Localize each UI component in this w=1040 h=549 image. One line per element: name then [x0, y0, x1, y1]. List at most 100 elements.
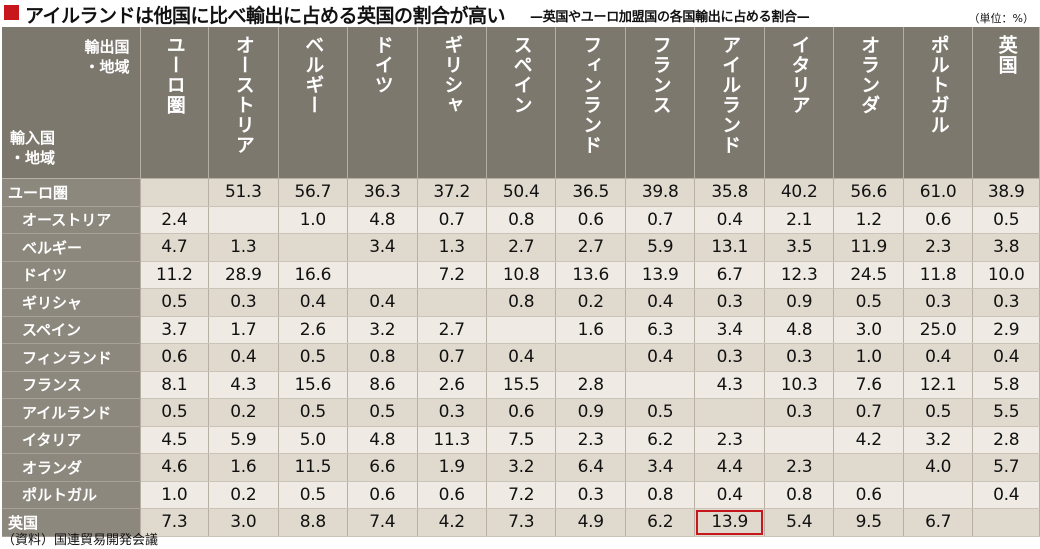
highlighted-cell: 13.9	[694, 508, 765, 537]
table-cell: 3.4	[694, 316, 765, 344]
table-cell: 0.3	[903, 288, 974, 317]
table-row: スペイン 3.7 1.7 2.6 3.2 2.7 1.6 6.3 3.4 4.8 3.0 25.0 2.…	[2, 316, 1040, 344]
table-cell: 5.9	[625, 233, 696, 262]
row-header: イタリア	[2, 426, 141, 454]
table-cell: 56.7	[278, 178, 349, 207]
table-cell: 10.3	[764, 371, 835, 399]
table-cell: 15.6	[278, 371, 349, 399]
table-row: ベルギー 4.7 1.3 3.4 1.3 2.7 2.7 5.9 13.1 3.5 11.9 2.3 3…	[2, 233, 1040, 262]
column-header: ユーロ圏	[140, 27, 210, 179]
table-cell: 0.5	[903, 398, 974, 427]
table-cell: 1.7	[208, 316, 279, 344]
table-cell: 0.7	[625, 206, 696, 234]
row-header: スペイン	[2, 316, 141, 344]
table-cell: 13.1	[694, 233, 765, 262]
table-cell: 51.3	[208, 178, 279, 207]
table-cell: 5.9	[208, 426, 279, 454]
exporter-label-line2: ・地域	[84, 58, 130, 76]
table-cell: 0.8	[625, 481, 696, 509]
table-cell: 1.6	[555, 316, 626, 344]
column-header: フィンランド	[555, 27, 626, 179]
table-cell: 0.4	[903, 343, 974, 372]
table-header-row: 輸出国 ・地域 輸入国 ・地域 ユーロ圏 オーストリア ベルギー ドイツ ギリシャ スペイ…	[2, 27, 1040, 179]
table-cell: 6.3	[625, 316, 696, 344]
table-row: アイルランド 0.5 0.2 0.5 0.5 0.3 0.6 0.9 0.5 0.3 0.7 0.5 5…	[2, 398, 1040, 427]
table-cell: 0.6	[347, 481, 418, 509]
table-cell: 3.2	[903, 426, 974, 454]
table-cell	[694, 398, 765, 427]
row-header: ドイツ	[2, 261, 141, 289]
table-cell: 4.3	[694, 371, 765, 399]
table-cell: 61.0	[903, 178, 974, 207]
title-bar: アイルランドは他国に比べ輸出に占める英国の割合が高い —英国やユーロ加盟国の各国…	[0, 0, 1040, 27]
table-cell: 0.8	[347, 343, 418, 372]
table-cell: 0.3	[972, 288, 1040, 317]
table-cell: 8.8	[278, 508, 349, 537]
column-header: フランス	[625, 27, 696, 179]
table-cell	[625, 371, 696, 399]
row-header: ベルギー	[2, 233, 141, 262]
table-cell: 3.2	[347, 316, 418, 344]
table-row: オーストリア 2.4 1.0 4.8 0.7 0.8 0.6 0.7 0.4 2.1 1.2 0.6 0…	[2, 206, 1040, 234]
table-cell: 0.5	[833, 288, 904, 317]
table-cell: 7.2	[486, 481, 557, 509]
table-cell: 4.5	[140, 426, 210, 454]
table-cell: 1.9	[417, 453, 487, 482]
table-cell: 5.5	[972, 398, 1040, 427]
table-cell: 7.3	[140, 508, 210, 537]
table-cell: 24.5	[833, 261, 904, 289]
row-header: ポルトガル	[2, 481, 141, 509]
table-cell: 0.4	[625, 343, 696, 372]
table-cell: 3.2	[486, 453, 557, 482]
table-cell: 2.3	[555, 426, 626, 454]
table-cell: 2.8	[555, 371, 626, 399]
table-cell: 0.8	[764, 481, 835, 509]
table-cell: 0.5	[278, 398, 349, 427]
table-cell	[555, 343, 626, 372]
table-row: オランダ 4.6 1.6 11.5 6.6 1.9 3.2 6.4 3.4 4.4 2.3 4.0 5.…	[2, 453, 1040, 482]
table-cell: 2.4	[140, 206, 210, 234]
column-header: オーストリア	[208, 27, 279, 179]
table-cell: 50.4	[486, 178, 557, 207]
table-cell: 6.4	[555, 453, 626, 482]
table-cell: 0.6	[903, 206, 974, 234]
column-header: スペイン	[486, 27, 557, 179]
table-cell: 0.5	[140, 288, 210, 317]
table-cell: 38.9	[972, 178, 1040, 207]
table-cell	[833, 453, 904, 482]
column-header-label: ドイツ	[371, 35, 394, 95]
row-header: ユーロ圏	[2, 178, 141, 207]
unit-label: （単位：%）	[968, 12, 1034, 25]
table-cell: 0.7	[833, 398, 904, 427]
table-cell: 0.4	[625, 288, 696, 317]
table-cell: 4.6	[140, 453, 210, 482]
column-header-label: スペイン	[510, 35, 533, 115]
table-row: フランス 8.1 4.3 15.6 8.6 2.6 15.5 2.8 4.3 10.3 7.6 12.…	[2, 371, 1040, 399]
table-cell: 1.0	[278, 206, 349, 234]
table-cell: 11.5	[278, 453, 349, 482]
trade-share-table: 輸出国 ・地域 輸入国 ・地域 ユーロ圏 オーストリア ベルギー ドイツ ギリシャ スペイ…	[2, 27, 1040, 537]
table-cell: 3.7	[140, 316, 210, 344]
table-cell: 11.2	[140, 261, 210, 289]
column-header-label: 英国	[995, 35, 1018, 75]
table-cell	[208, 206, 279, 234]
table-cell: 11.9	[833, 233, 904, 262]
table-cell: 2.7	[417, 316, 487, 344]
table-cell: 2.8	[972, 426, 1040, 454]
table-cell: 0.3	[417, 398, 487, 427]
table-cell: 35.8	[694, 178, 765, 207]
table-cell	[278, 233, 349, 262]
column-header-label: イタリア	[788, 35, 811, 115]
table-cell: 0.8	[486, 288, 557, 317]
table-cell: 7.6	[833, 371, 904, 399]
column-header-label: オーストリア	[232, 35, 255, 155]
table-cell	[140, 178, 210, 207]
importer-label-line2: ・地域	[10, 149, 56, 167]
table-cell: 11.3	[417, 426, 487, 454]
table-cell: 4.7	[140, 233, 210, 262]
table-cell: 6.7	[903, 508, 974, 537]
table-cell: 16.6	[278, 261, 349, 289]
column-header-label: ポルトガル	[927, 35, 950, 135]
importer-label-line1: 輸入国	[10, 129, 56, 147]
table-cell: 12.3	[764, 261, 835, 289]
